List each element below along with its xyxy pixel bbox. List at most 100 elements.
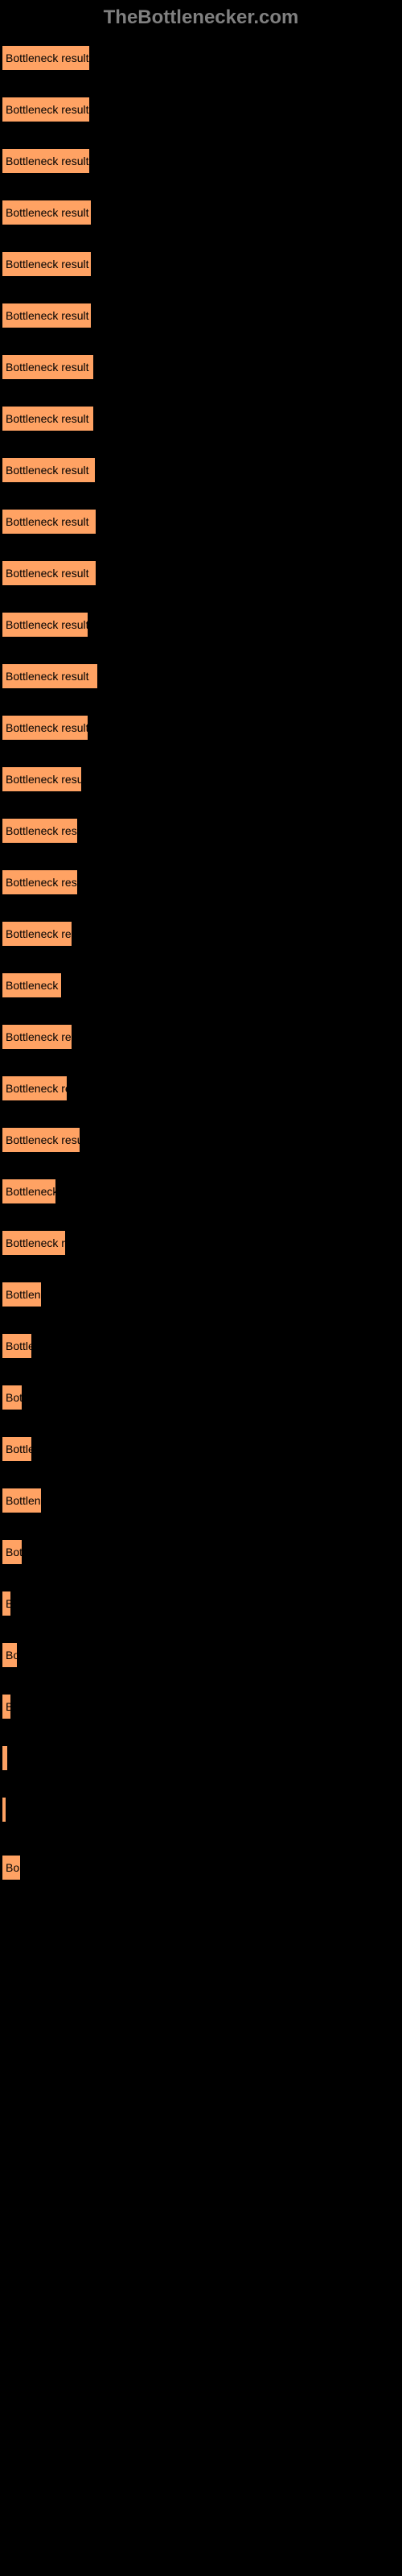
bottleneck-bar: B (2, 1591, 11, 1616)
bar-row: Bottlene (2, 1488, 400, 1513)
bar-row: Bottleneck result (2, 97, 400, 122)
bar-row: Bottleneck result (2, 766, 400, 792)
bar-label: Bottleneck r (6, 1185, 55, 1198)
bar-label: Bottleneck result (6, 361, 89, 374)
bar-row (2, 1797, 400, 1823)
bottleneck-bar: Bottle (2, 1333, 32, 1359)
bar-label: Bottleneck res (6, 1082, 67, 1095)
footer-bottleneck-bar: Bo (2, 1855, 21, 1880)
bar-row: Bot (2, 1385, 400, 1410)
bar-row: Bottleneck result (2, 251, 400, 277)
bar-row: Bottleneck r (2, 1179, 400, 1204)
bottleneck-bar: Bottleneck r (2, 1179, 56, 1204)
bar-row: Bottleneck result (2, 560, 400, 586)
bar-label: Bottleneck res (6, 1236, 65, 1249)
bar-row: Bottleneck res (2, 1230, 400, 1256)
bar-label: Bottleneck result (6, 670, 89, 683)
bottleneck-bar: Bottle (2, 1436, 32, 1462)
bar-row: Bottleneck result (2, 715, 400, 741)
bottleneck-bar: Bottleneck result (2, 303, 92, 328)
bottleneck-bar: Bottleneck result (2, 406, 94, 431)
site-title: TheBottlenecker.com (104, 6, 299, 28)
bar-label: Bottleneck result (6, 876, 77, 889)
bottleneck-bar: Bottleneck result (2, 663, 98, 689)
bottleneck-bar: Bottleneck result (2, 148, 90, 174)
bar-row: Bottleneck result (2, 354, 400, 380)
bar-label: Bottleneck result (6, 206, 89, 219)
bar-row: Bo (2, 1642, 400, 1668)
bars-container: Bottleneck result Bottleneck result Bottle… (2, 45, 400, 1880)
bottleneck-bar: Bo (2, 1642, 18, 1668)
bottleneck-bar: Bottleneck result (2, 612, 88, 638)
bottleneck-bar: Bot (2, 1385, 23, 1410)
bar-label: Bottlene (6, 1288, 41, 1301)
bottleneck-bar: Bottleneck res (2, 1075, 68, 1101)
bottleneck-bar: Bottleneck result (2, 97, 90, 122)
bottleneck-bar: Bottleneck result (2, 251, 92, 277)
bar-label: Bot (6, 1546, 22, 1558)
bar-label: B (6, 1700, 10, 1713)
bottleneck-bar: Bottleneck re (2, 972, 62, 998)
bar-row: B (2, 1591, 400, 1616)
bottleneck-bar: Bottleneck result (2, 200, 92, 225)
bottleneck-bar (2, 1745, 8, 1771)
bottleneck-bar: Bottleneck resu (2, 1024, 72, 1050)
bottleneck-bar: Bottlene (2, 1488, 42, 1513)
bar-row: Bottlene (2, 1282, 400, 1307)
bar-label: Bottleneck resu (6, 1030, 72, 1043)
bar-row: Bottleneck result (2, 45, 400, 71)
footer-bar-label: Bo (6, 1861, 19, 1874)
bar-row: Bottle (2, 1436, 400, 1462)
bar-row: Bottleneck result (2, 200, 400, 225)
bar-row: Bottleneck result (2, 818, 400, 844)
bottleneck-bar: Bottleneck result (2, 1127, 80, 1153)
bar-label: Bottleneck result (6, 824, 77, 837)
bar-label: Bottleneck re (6, 979, 61, 992)
bar-row: Bottleneck res (2, 1075, 400, 1101)
bar-label: Bo (6, 1649, 17, 1662)
bar-label: Bottleneck result (6, 258, 89, 270)
bottleneck-chart: Bottleneck result Bottleneck result Bottle… (0, 45, 402, 1880)
bar-label: Bottle (6, 1443, 31, 1455)
bar-label: Bottleneck result (6, 773, 81, 786)
bar-row: Bottleneck result (2, 612, 400, 638)
bar-label: Bottleneck result (6, 155, 89, 167)
bottleneck-bar: Bottleneck res (2, 1230, 66, 1256)
bar-row: Bottleneck re (2, 972, 400, 998)
bottleneck-bar: Bottlene (2, 1282, 42, 1307)
bottleneck-bar: Bottleneck result (2, 457, 96, 483)
bottleneck-bar: Bottleneck result (2, 560, 96, 586)
bottleneck-bar: B (2, 1694, 11, 1719)
bar-label: Bottleneck result (6, 309, 89, 322)
bar-label: Bottleneck resu (6, 927, 72, 940)
bar-row: Bottleneck result (2, 663, 400, 689)
bar-label: Bottleneck result (6, 567, 89, 580)
bar-label: Bottleneck result (6, 1133, 80, 1146)
bottleneck-bar: Bottleneck result (2, 45, 90, 71)
bar-row: Bottleneck result (2, 1127, 400, 1153)
bar-row: Bot (2, 1539, 400, 1565)
footer-bar-row: Bo (2, 1855, 400, 1880)
bar-label: Bot (6, 1391, 22, 1404)
bar-label: Bottlene (6, 1494, 41, 1507)
bottleneck-bar: Bottleneck result (2, 766, 82, 792)
bar-row: B (2, 1694, 400, 1719)
bottleneck-bar: Bottleneck result (2, 354, 94, 380)
bar-row: Bottleneck result (2, 148, 400, 174)
bar-label: Bottleneck result (6, 464, 89, 477)
bar-label: Bottleneck result (6, 618, 88, 631)
site-header: TheBottlenecker.com (0, 0, 402, 45)
bar-label: Bottleneck result (6, 103, 89, 116)
bottleneck-bar: Bot (2, 1539, 23, 1565)
bar-row: Bottleneck result (2, 303, 400, 328)
bottleneck-bar (2, 1797, 6, 1823)
bottleneck-bar: Bottleneck result (2, 869, 78, 895)
bar-row: Bottle (2, 1333, 400, 1359)
bar-label: Bottle (6, 1340, 31, 1352)
bar-row (2, 1745, 400, 1771)
bar-label: Bottleneck result (6, 412, 89, 425)
bottleneck-bar: Bottleneck resu (2, 921, 72, 947)
bar-label: Bottleneck result (6, 52, 89, 64)
bar-row: Bottleneck result (2, 457, 400, 483)
bottleneck-bar: Bottleneck result (2, 715, 88, 741)
